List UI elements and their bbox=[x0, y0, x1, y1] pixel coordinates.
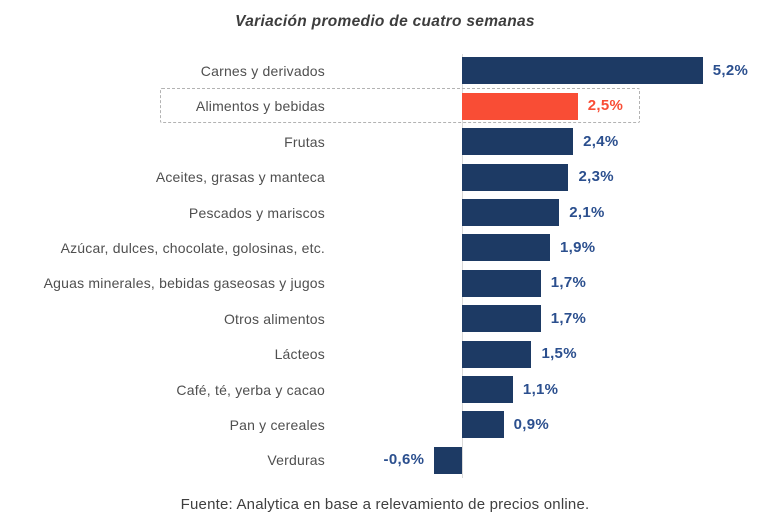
bar bbox=[434, 446, 462, 474]
bar-row: Verduras -0,6% bbox=[0, 443, 770, 478]
bar-row: Pan y cereales 0,9% bbox=[0, 407, 770, 442]
category-label: Frutas bbox=[284, 133, 325, 150]
value-label: 1,5% bbox=[541, 345, 577, 363]
category-label: Café, té, yerba y cacao bbox=[176, 381, 325, 398]
bar bbox=[462, 234, 550, 262]
bar-row: Lácteos 1,5% bbox=[0, 337, 770, 372]
bar bbox=[462, 57, 703, 85]
bar bbox=[462, 411, 504, 439]
value-label: 1,7% bbox=[550, 274, 587, 292]
category-label: Azúcar, dulces, chocolate, golosinas, et… bbox=[60, 239, 325, 256]
bar bbox=[462, 340, 532, 368]
value-label: 2,5% bbox=[587, 97, 624, 115]
value-label: 0,9% bbox=[513, 415, 550, 433]
bar bbox=[462, 305, 541, 333]
value-label: 1,9% bbox=[559, 238, 596, 256]
category-label: Carnes y derivados bbox=[200, 62, 325, 79]
zero-axis-line bbox=[462, 54, 463, 478]
bar-row: Carnes y derivados 5,2% bbox=[0, 53, 770, 88]
bar-row: Café, té, yerba y cacao 1,1% bbox=[0, 372, 770, 407]
category-label: Pan y cereales bbox=[229, 416, 325, 433]
category-label: Aceites, grasas y manteca bbox=[155, 169, 325, 186]
bar bbox=[462, 199, 560, 227]
value-label: 2,3% bbox=[578, 168, 614, 186]
highlight-box bbox=[160, 88, 640, 124]
value-label: -0,6% bbox=[383, 451, 425, 469]
bar-row: Alimentos y bebidas 2,5% bbox=[0, 89, 770, 124]
source-note: Fuente: Analytica en base a relevamiento… bbox=[180, 496, 590, 513]
value-label: 1,1% bbox=[522, 380, 559, 398]
value-label: 1,7% bbox=[550, 309, 587, 327]
bar-row: Aceites, grasas y manteca 2,3% bbox=[0, 160, 770, 195]
value-label: 5,2% bbox=[712, 61, 749, 79]
category-label: Otros alimentos bbox=[223, 310, 325, 327]
bar bbox=[462, 128, 574, 156]
category-label: Lácteos bbox=[274, 346, 325, 363]
bar-row: Azúcar, dulces, chocolate, golosinas, et… bbox=[0, 230, 770, 265]
value-label: 2,4% bbox=[583, 132, 619, 150]
bar-row: Aguas minerales, bebidas gaseosas y jugo… bbox=[0, 266, 770, 301]
category-label: Alimentos y bebidas bbox=[195, 98, 325, 115]
category-label: Aguas minerales, bebidas gaseosas y jugo… bbox=[43, 275, 325, 292]
bar-row: Otros alimentos 1,7% bbox=[0, 301, 770, 336]
category-label: Verduras bbox=[267, 452, 325, 469]
bar bbox=[462, 376, 513, 404]
bar bbox=[462, 269, 541, 297]
bar bbox=[462, 163, 569, 191]
value-label: 2,1% bbox=[569, 203, 605, 221]
bar-row: Pescados y mariscos 2,1% bbox=[0, 195, 770, 230]
category-label: Pescados y mariscos bbox=[188, 204, 325, 221]
bar-row: Frutas 2,4% bbox=[0, 124, 770, 159]
bar-highlighted bbox=[462, 92, 578, 120]
chart-title: Variación promedio de cuatro semanas bbox=[235, 13, 535, 30]
